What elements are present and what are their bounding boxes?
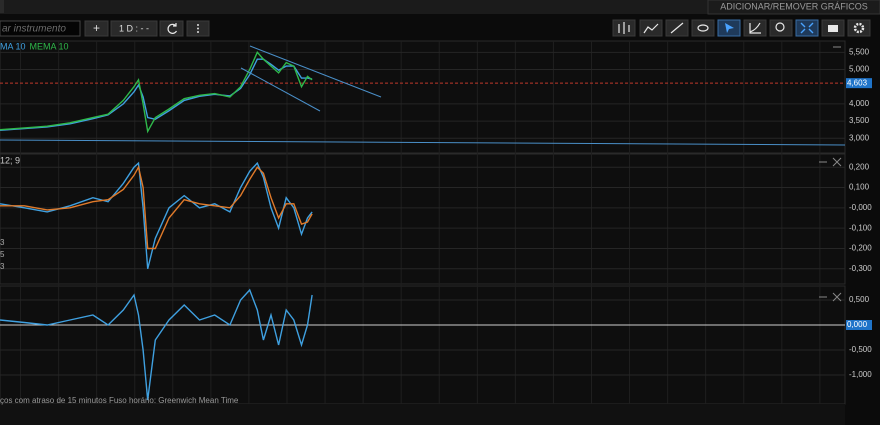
footer-note: ços com atraso de 15 minutos Fuso horári… <box>0 396 239 405</box>
refresh-button[interactable] <box>159 20 184 37</box>
line-tool-icon <box>670 22 684 34</box>
fit-button[interactable] <box>795 19 819 37</box>
trend-line[interactable] <box>0 139 846 146</box>
y-tick-label: -1,000 <box>849 370 872 379</box>
trend-lines <box>0 45 846 146</box>
add-label: + <box>93 21 100 35</box>
series-line <box>0 165 313 250</box>
y-tick-label: 3,500 <box>849 116 870 125</box>
camera-icon <box>828 25 838 32</box>
macd-pane <box>0 153 846 285</box>
price-pane <box>0 40 846 154</box>
candles-icon <box>618 22 630 34</box>
trend-line[interactable] <box>249 45 382 98</box>
refresh-icon <box>167 23 178 34</box>
legend-entry: MA 10 <box>0 41 26 51</box>
more-icon <box>197 24 199 33</box>
settings-button[interactable] <box>847 19 871 37</box>
y-tick-label: -0,300 <box>849 264 872 273</box>
y-tick-label: -0,100 <box>849 223 872 232</box>
tab[interactable] <box>0 0 4 13</box>
trend-line[interactable] <box>240 67 321 112</box>
fit-icon <box>800 22 814 34</box>
series-line <box>0 51 313 134</box>
add-remove-label: ADICIONAR/REMOVER GRÁFICOS <box>720 1 868 11</box>
y-tick-label: 4,000 <box>849 99 870 108</box>
tool-buttons <box>612 19 871 37</box>
series-line <box>0 288 313 401</box>
y-tick-label: 0,100 <box>849 183 870 192</box>
interval-label: 1 D : - - <box>119 23 149 33</box>
view-icon <box>697 24 709 32</box>
legend-entry: MEMA 10 <box>30 41 69 51</box>
oscillator-pane <box>0 285 846 405</box>
top-bar <box>0 0 880 14</box>
settings-icon <box>853 22 865 34</box>
y-tick-label: -0,500 <box>849 345 872 354</box>
indicator-button[interactable] <box>639 19 663 37</box>
y-tick-label: 0,500 <box>849 295 870 304</box>
zoom-icon <box>775 22 785 32</box>
pane-label: 12; 9 <box>0 155 20 165</box>
add-remove-button[interactable] <box>707 0 880 15</box>
indicator-icon <box>643 23 659 34</box>
interval-button[interactable] <box>110 20 158 37</box>
view-button[interactable] <box>691 19 715 37</box>
cursor-icon <box>725 23 734 33</box>
y-tick-label: 5,000 <box>849 65 870 74</box>
x-axis <box>0 404 845 425</box>
close[interactable] <box>832 292 842 302</box>
zoom-button[interactable] <box>769 19 793 37</box>
side-label: 3 <box>0 262 5 271</box>
y-tick-label: -0,200 <box>849 244 872 253</box>
y-tick-label: -0,000 <box>849 203 872 212</box>
search-input[interactable] <box>0 20 81 37</box>
close[interactable] <box>832 157 842 167</box>
y-tick-label: 0,200 <box>849 162 870 171</box>
y-tick-label: 5,500 <box>849 47 870 56</box>
level-label: 4,603 <box>847 78 868 87</box>
search-placeholder: ar instrumento <box>2 24 66 35</box>
level-tag <box>846 78 872 89</box>
level-tag <box>846 320 872 330</box>
level-label: 0,000 <box>847 320 868 329</box>
side-label: 5 <box>0 250 5 259</box>
pane-controls <box>819 46 842 302</box>
add-button[interactable] <box>84 20 109 37</box>
side-label: 3 <box>0 238 5 247</box>
curve-icon <box>749 22 761 34</box>
y-tick-label: 3,000 <box>849 133 870 142</box>
